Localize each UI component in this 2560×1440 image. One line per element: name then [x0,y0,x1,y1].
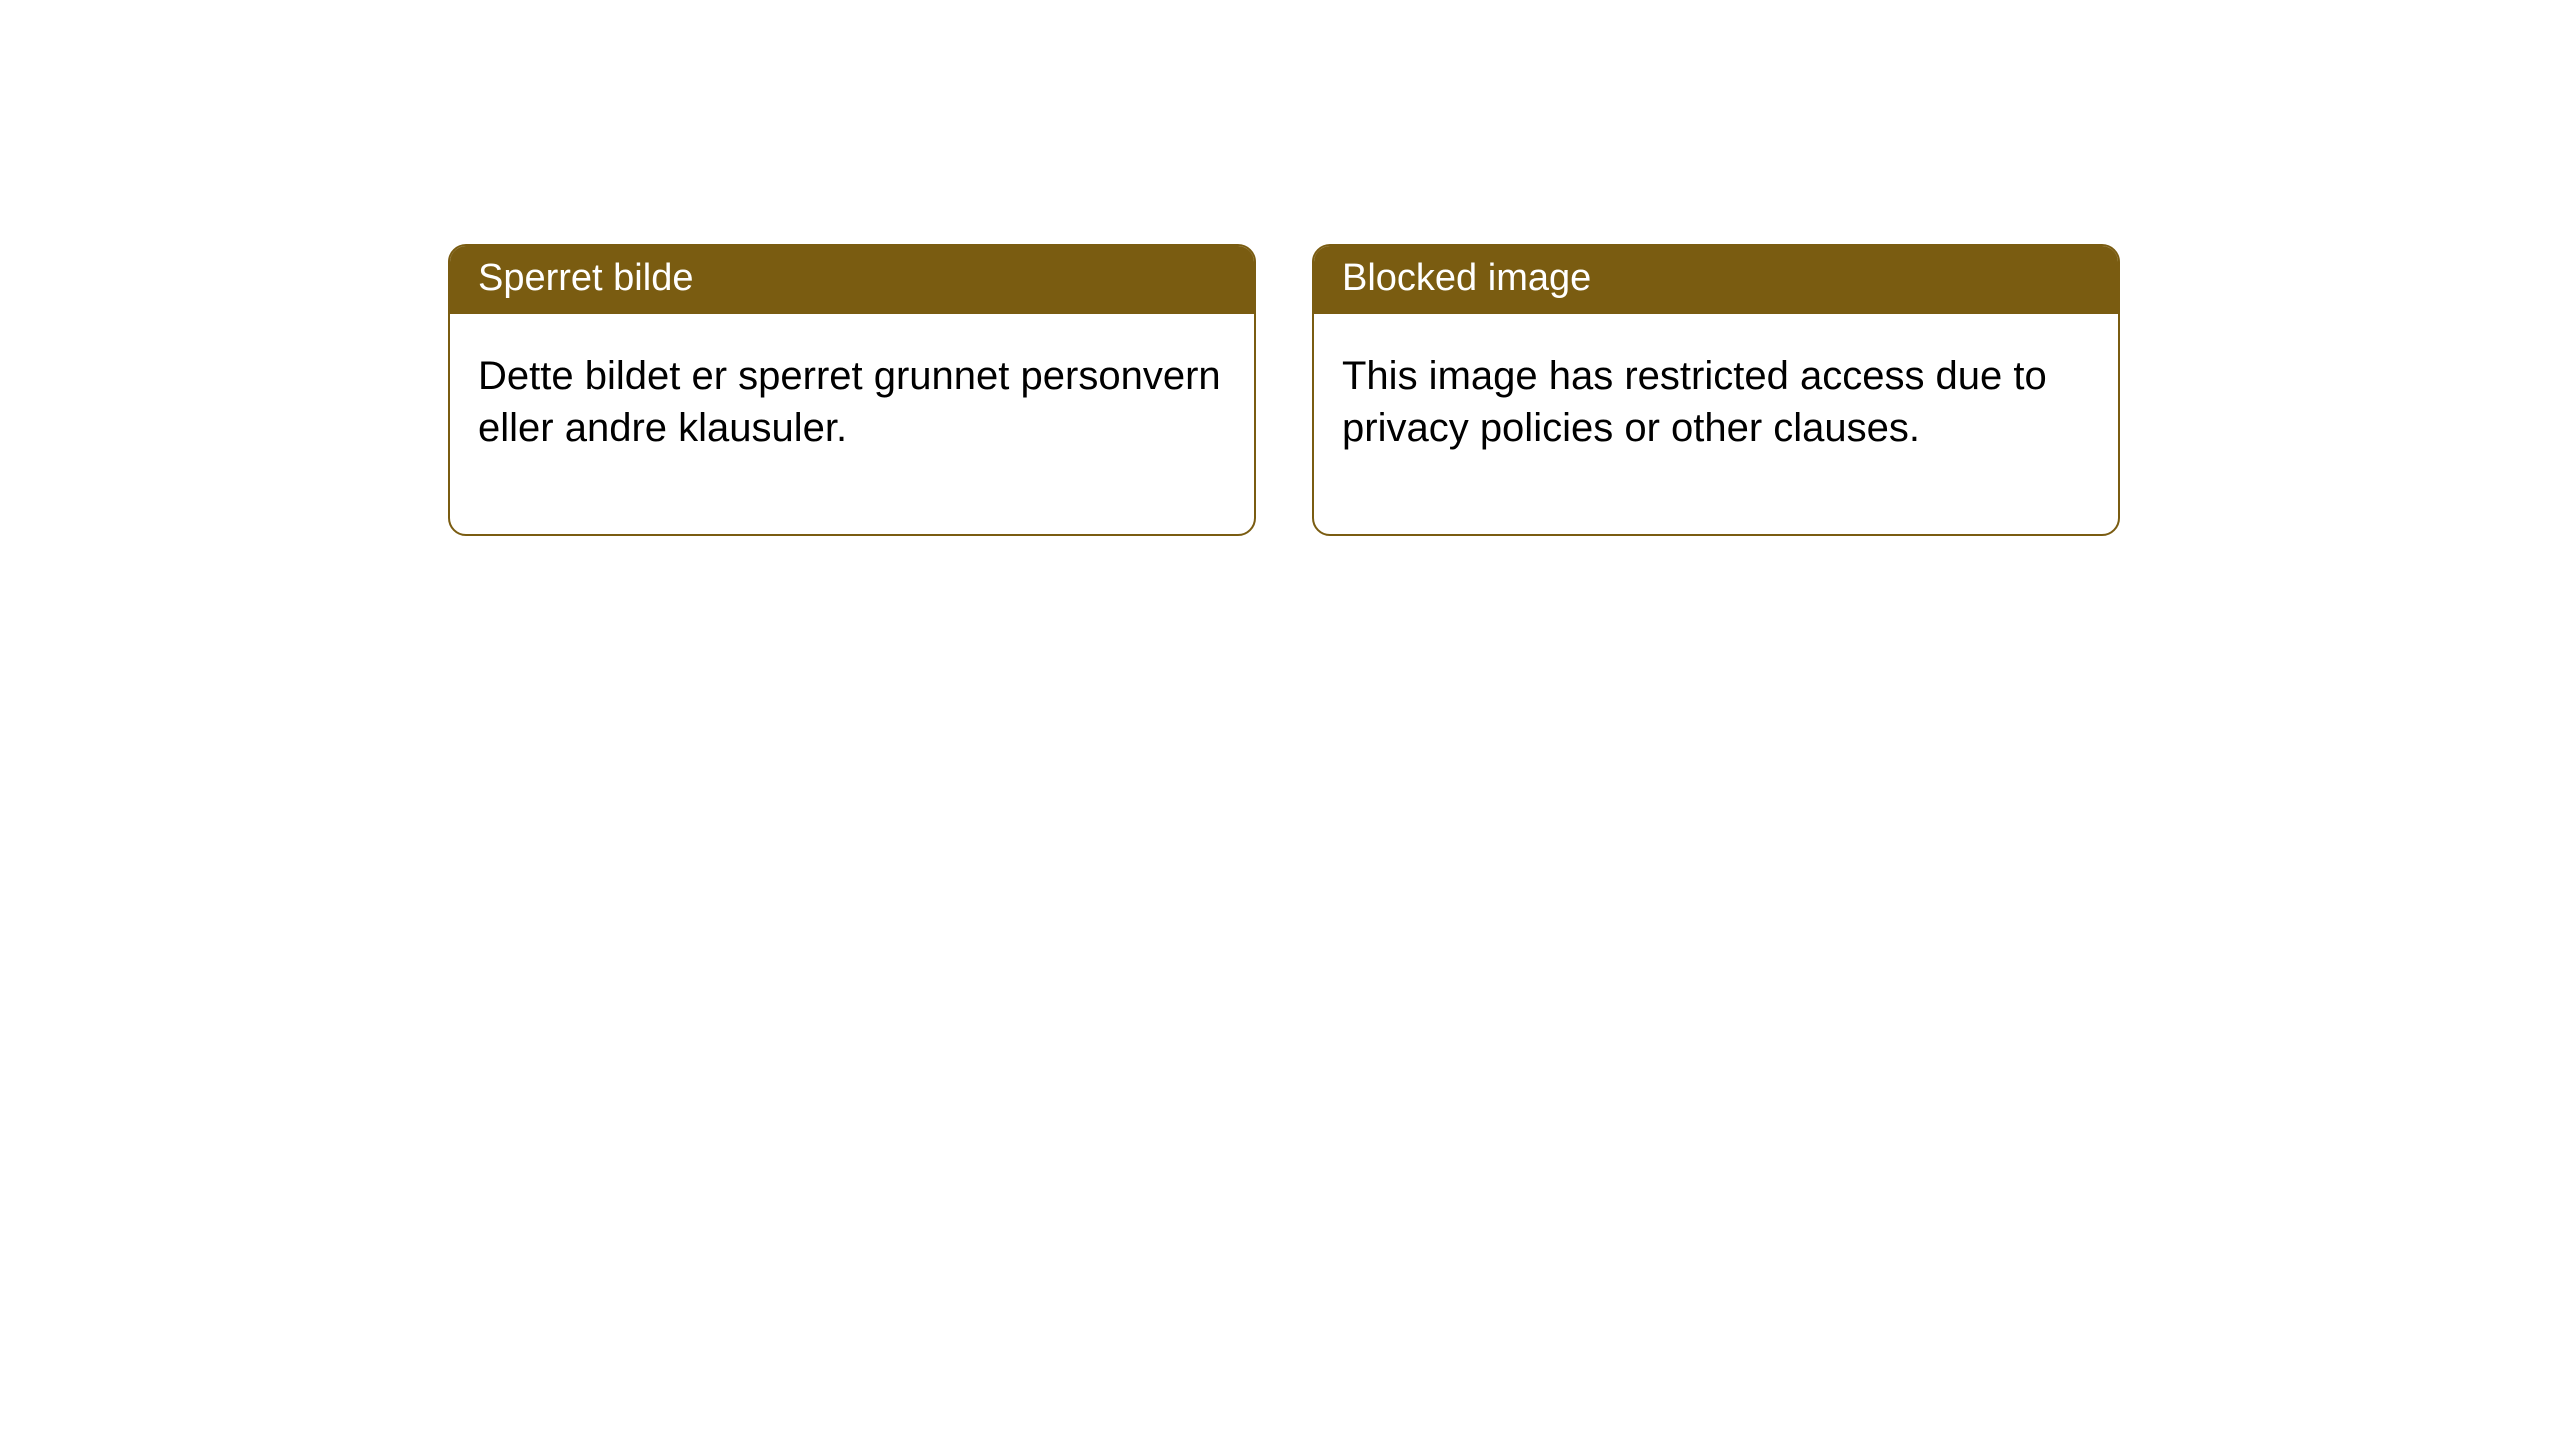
notice-body: This image has restricted access due to … [1314,314,2118,534]
notice-box-norwegian: Sperret bilde Dette bildet er sperret gr… [448,244,1256,536]
notice-container: Sperret bilde Dette bildet er sperret gr… [0,0,2560,536]
notice-box-english: Blocked image This image has restricted … [1312,244,2120,536]
notice-title: Blocked image [1314,246,2118,314]
notice-title: Sperret bilde [450,246,1254,314]
notice-body: Dette bildet er sperret grunnet personve… [450,314,1254,534]
